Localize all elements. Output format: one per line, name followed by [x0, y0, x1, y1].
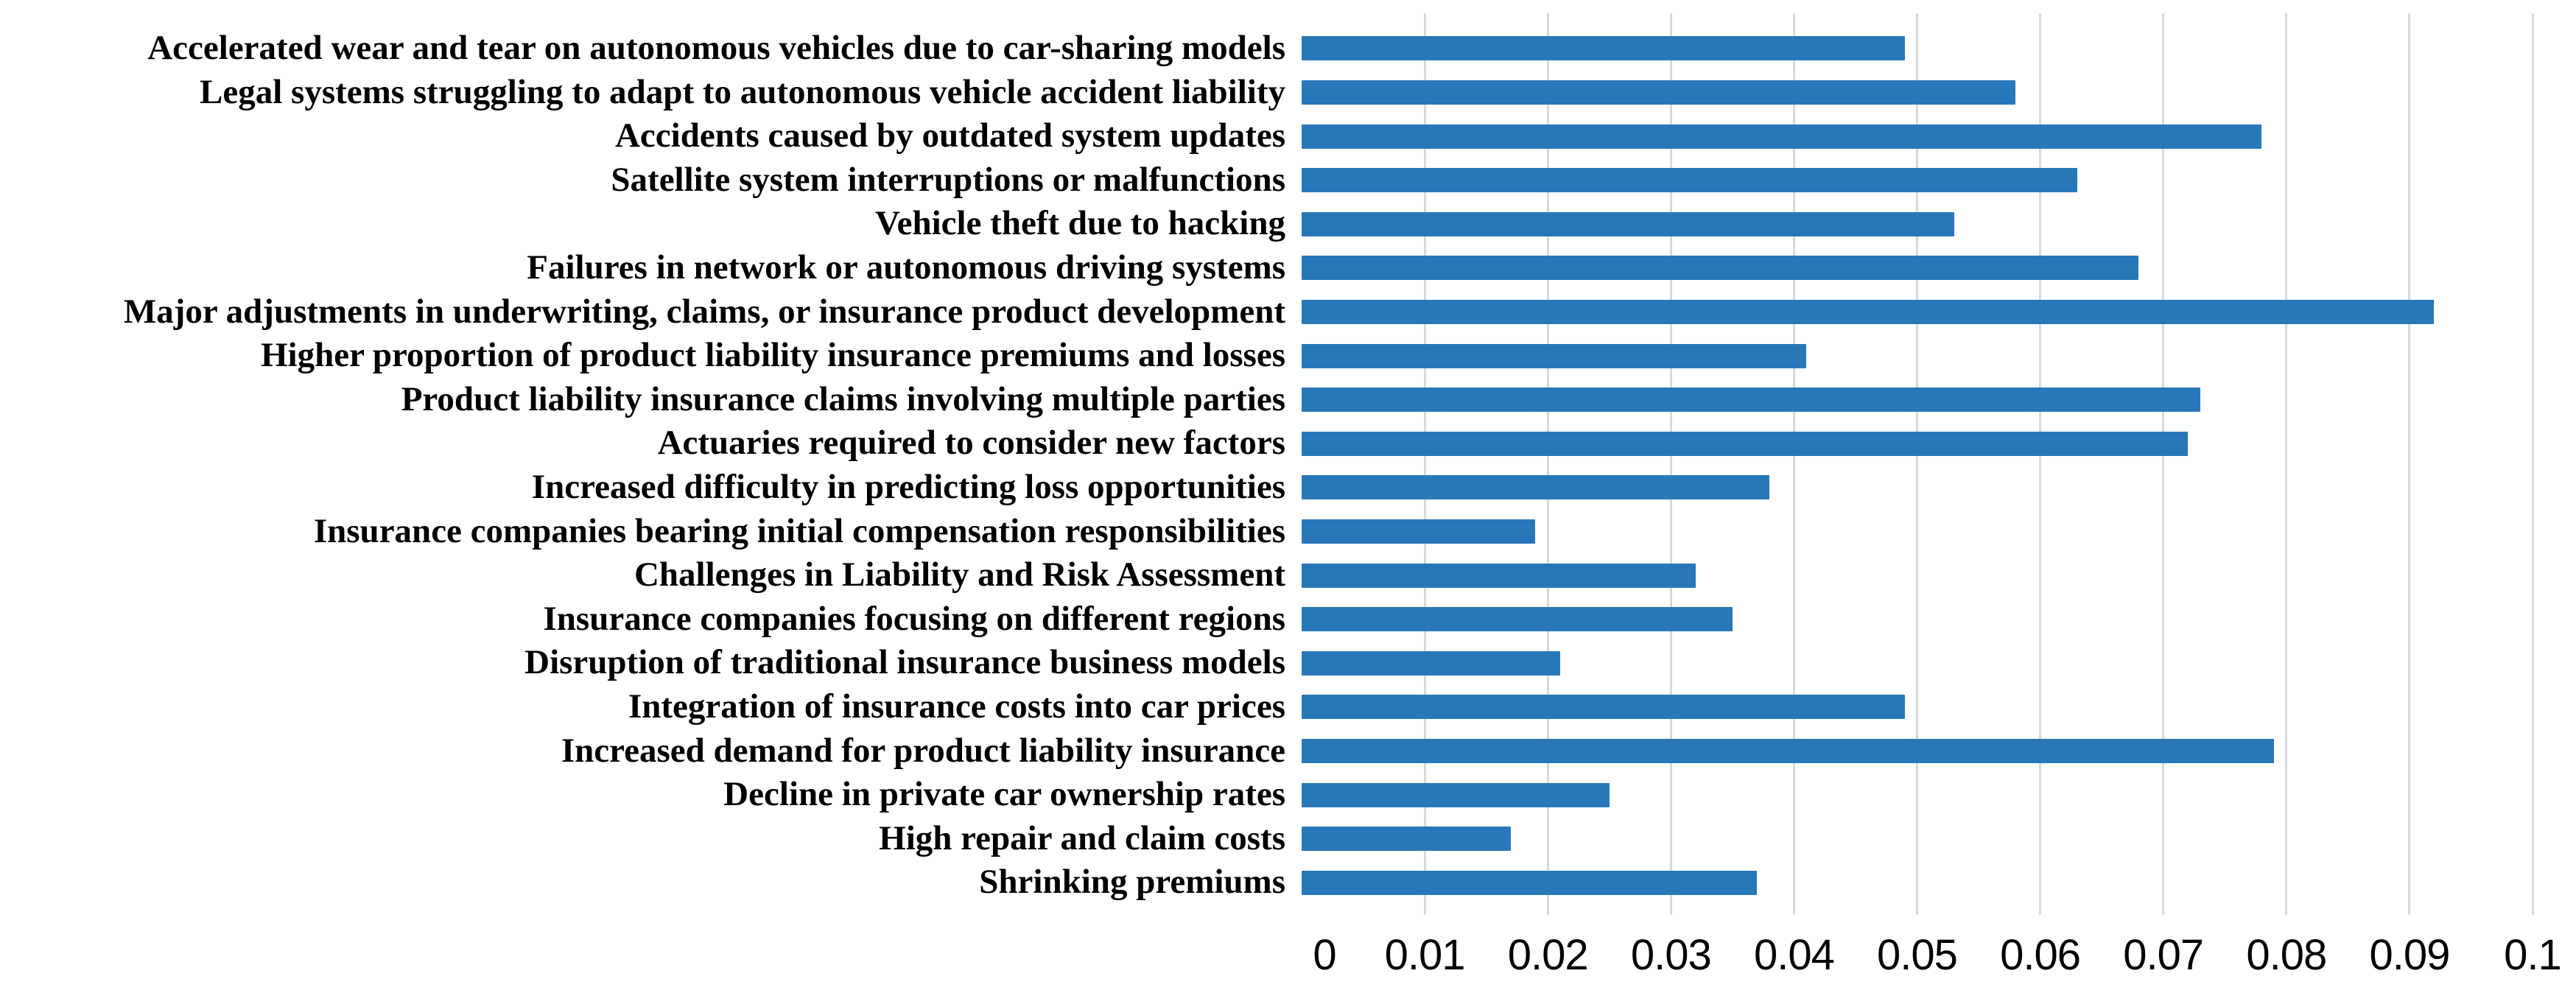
- gridline-0.07: [2162, 13, 2165, 915]
- category-label: Failures in network or autonomous drivin…: [527, 248, 1285, 287]
- gridline-0.04: [1792, 13, 1795, 915]
- category-label: Insurance companies bearing initial comp…: [313, 511, 1285, 550]
- category-label: Shrinking premiums: [979, 863, 1285, 902]
- category-label: Challenges in Liability and Risk Assessm…: [634, 555, 1285, 594]
- category-label: Increased difficulty in predicting loss …: [531, 468, 1285, 506]
- x-tick-label: 0.08: [2246, 931, 2327, 979]
- x-tick-label: 0.09: [2369, 931, 2450, 979]
- x-tick-label: 0.04: [1753, 931, 1835, 979]
- x-tick-label: 0.02: [1507, 931, 1589, 979]
- bar: [1302, 124, 2262, 149]
- gridline-0.02: [1546, 13, 1549, 915]
- bar: [1302, 299, 2435, 324]
- gridline-0.08: [2285, 13, 2288, 915]
- x-tick-label: 0.01: [1384, 931, 1466, 979]
- category-label: Increased demand for product liability i…: [561, 731, 1285, 770]
- category-label: Actuaries required to consider new facto…: [657, 424, 1285, 463]
- bar: [1302, 475, 1769, 500]
- category-label: Major adjustments in underwriting, claim…: [123, 292, 1285, 331]
- bar: [1302, 387, 2200, 413]
- bar: [1302, 607, 1733, 632]
- x-tick-label: 0.03: [1630, 931, 1712, 979]
- category-label: Product liability insurance claims invol…: [401, 379, 1285, 418]
- category-label: Legal systems struggling to adapt to aut…: [200, 72, 1285, 111]
- x-tick-label: 0.1: [2504, 931, 2562, 979]
- bar: [1302, 695, 1905, 720]
- category-label: High repair and claim costs: [879, 818, 1285, 857]
- category-label: Accidents caused by outdated system upda…: [614, 116, 1285, 155]
- bar: [1302, 738, 2275, 763]
- bar: [1302, 80, 2016, 105]
- x-tick-label: 0.05: [1877, 931, 1958, 979]
- category-label: Higher proportion of product liability i…: [260, 336, 1285, 375]
- x-tick-label: 0.07: [2123, 931, 2204, 979]
- category-label: Integration of insurance costs into car …: [628, 687, 1285, 726]
- category-label: Accelerated wear and tear on autonomous …: [147, 29, 1285, 67]
- bar: [1302, 782, 1610, 807]
- x-tick-label: 0.06: [2000, 931, 2081, 979]
- bar: [1302, 650, 1560, 676]
- bar: [1302, 870, 1758, 895]
- gridline-0.09: [2408, 13, 2411, 915]
- bar: [1302, 36, 1905, 61]
- bar: [1302, 519, 1536, 544]
- bar: [1302, 827, 1512, 852]
- gridline-0.05: [1916, 13, 1918, 915]
- bar: [1302, 256, 2139, 281]
- category-label: Insurance companies focusing on differen…: [543, 599, 1286, 638]
- category-label: Satellite system interruptions or malfun…: [611, 160, 1285, 199]
- x-tick-label: 0: [1313, 931, 1336, 979]
- bar: [1302, 563, 1696, 588]
- category-label: Decline in private car ownership rates: [723, 775, 1285, 814]
- gridline-0.1: [2531, 13, 2534, 915]
- gridline-0.06: [2039, 13, 2042, 915]
- bar: [1302, 343, 1807, 368]
- bar: [1302, 168, 2077, 193]
- category-label: Vehicle theft due to hacking: [874, 204, 1285, 243]
- category-label: Disruption of traditional insurance busi…: [524, 643, 1285, 682]
- bar: [1302, 211, 1954, 236]
- gridline-0.03: [1669, 13, 1672, 915]
- gridline-0.01: [1423, 13, 1426, 915]
- bar: [1302, 431, 2189, 456]
